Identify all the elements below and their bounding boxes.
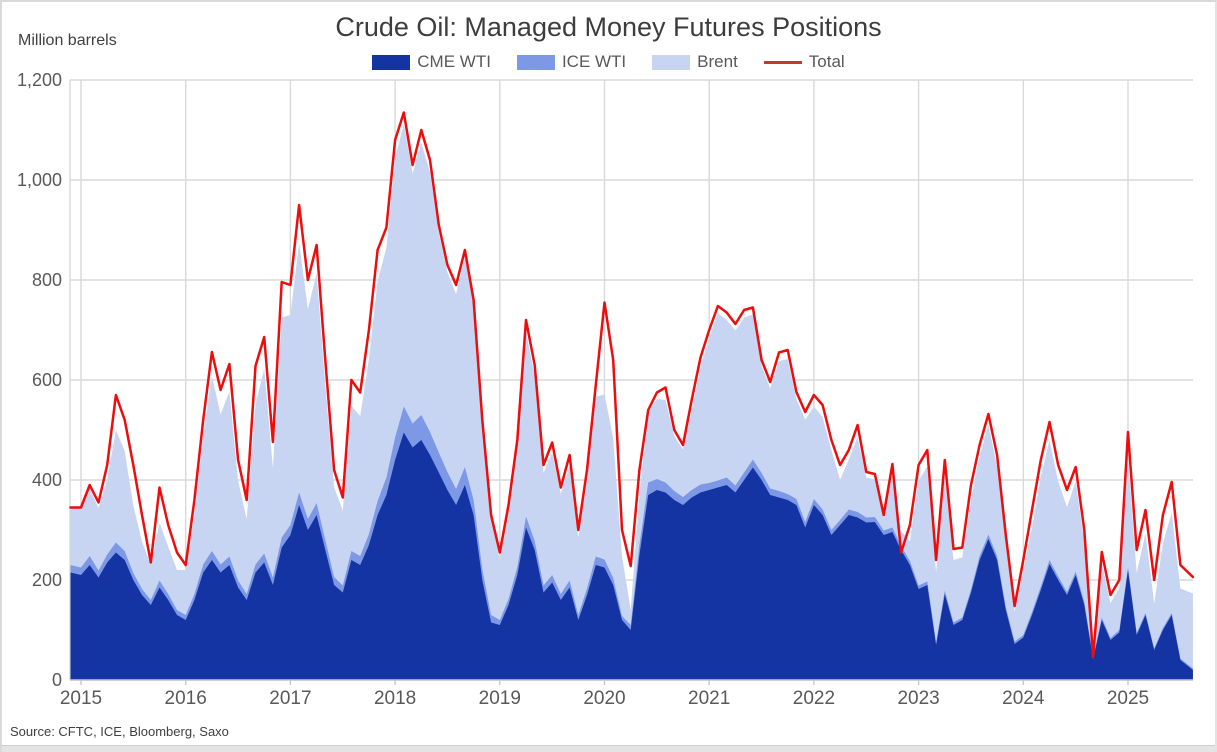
x-tick-label-2015: 2015 [60,688,102,709]
legend-swatch-total [763,60,802,64]
y-tick-label-1,000: 1,000 [17,170,62,190]
legend-label-brent: Brent [697,52,738,71]
x-tick-label-2016: 2016 [165,688,207,709]
y-axis-unit-label: Million barrels [18,32,117,49]
legend-label-cme-wti: CME WTI [417,52,491,71]
x-tick-label-2020: 2020 [583,688,625,709]
window-bottom-edge [2,745,1215,752]
y-tick-label-200: 200 [32,570,62,590]
line-total [69,111,1195,659]
legend-item-cme-wti: CME WTI [372,52,491,72]
legend-swatch-ice-wti [516,54,555,70]
x-tick-label-2019: 2019 [479,688,521,709]
source-note: Source: CFTC, ICE, Bloomberg, Saxo [10,724,229,739]
legend-item-total: Total [763,52,845,72]
x-tick-label-2017: 2017 [269,688,311,709]
x-tick-label-2024: 2024 [1002,688,1045,709]
x-tick-label-2021: 2021 [688,688,730,709]
y-tick-label-1,200: 1,200 [17,70,62,90]
legend-swatch-brent [652,54,691,70]
legend-label-total: Total [808,52,845,71]
legend-item-ice-wti: ICE WTI [516,52,627,72]
legend-swatch-cme-wti [372,54,411,70]
chart-title: Crude Oil: Managed Money Futures Positio… [335,12,882,42]
y-tick-label-400: 400 [32,470,62,490]
area-brent [70,124,1193,680]
x-tick-label-2022: 2022 [793,688,835,709]
y-tick-label-800: 800 [32,270,62,290]
y-tick-label-0: 0 [52,670,62,690]
chart-legend: CME WTI ICE WTI Brent Total [2,51,1215,73]
x-tick-label-2023: 2023 [897,688,939,709]
x-tick-label-2025: 2025 [1107,688,1149,709]
legend-label-ice-wti: ICE WTI [561,52,627,71]
legend-item-brent: Brent [652,52,738,72]
x-tick-label-2018: 2018 [374,688,416,709]
y-tick-label-600: 600 [32,370,62,390]
area-cme-wti [70,432,1193,680]
